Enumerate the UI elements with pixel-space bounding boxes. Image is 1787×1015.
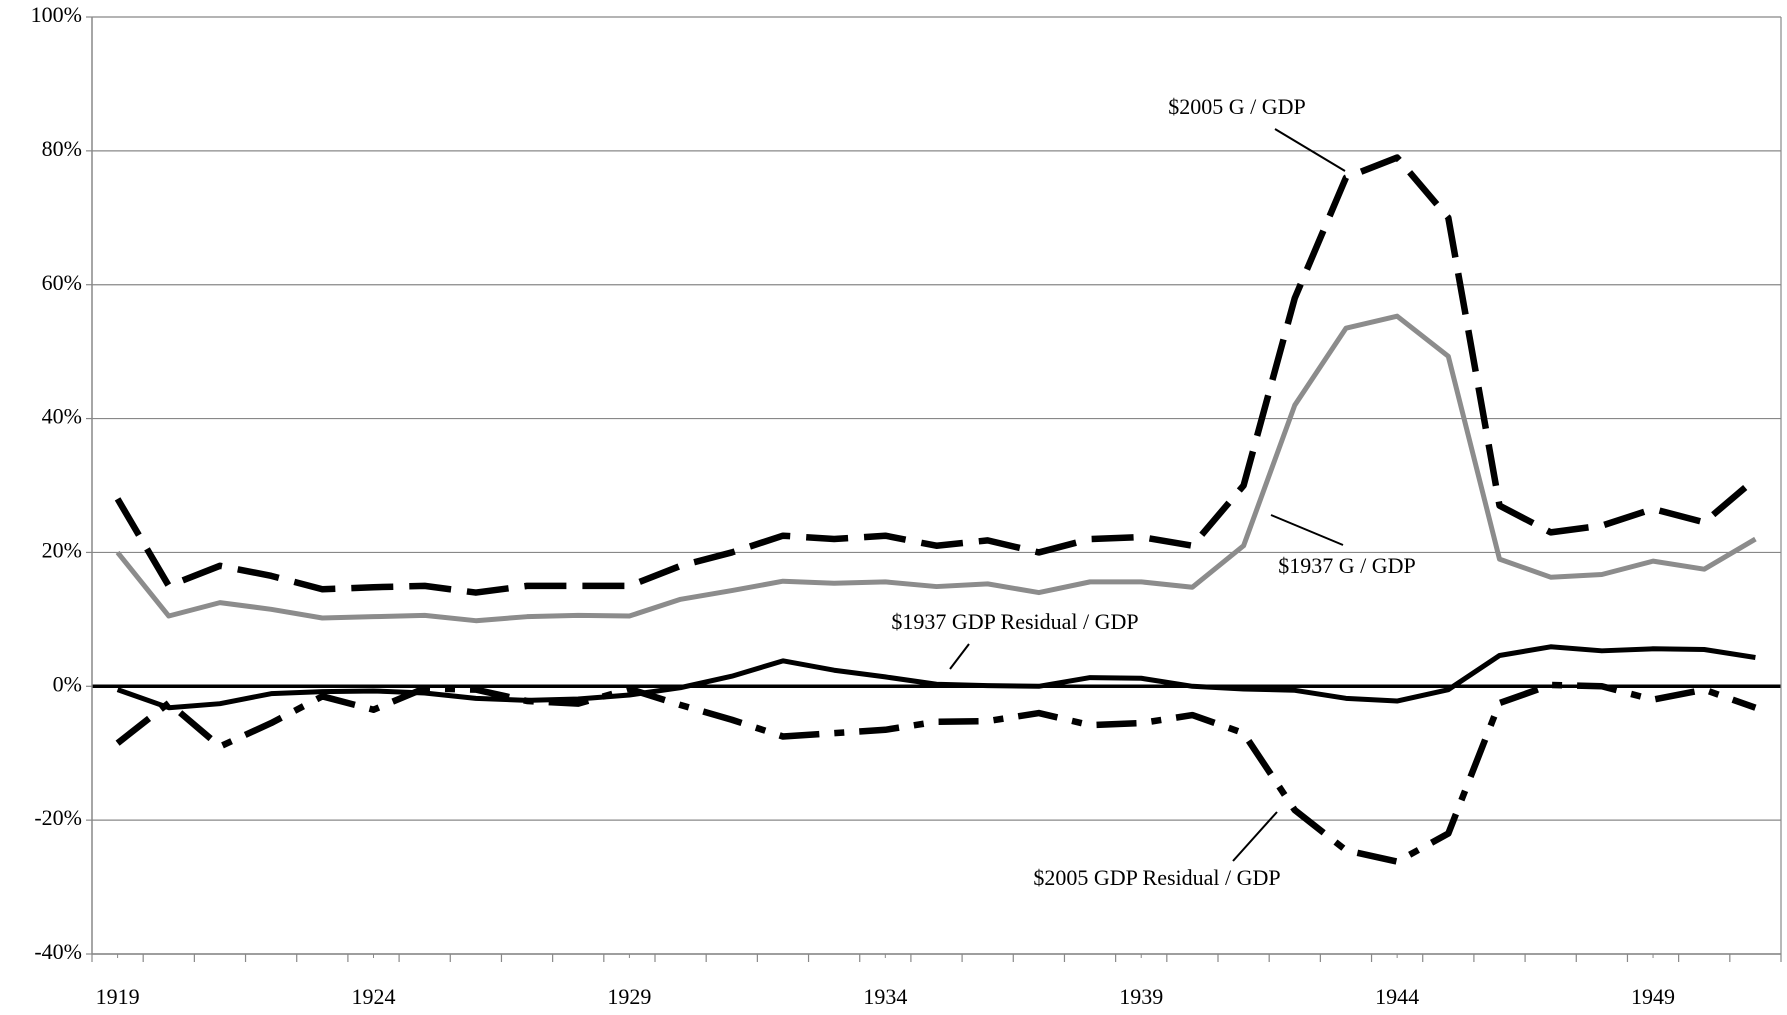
series-line	[115, 681, 1757, 865]
x-tick-label: 1929	[607, 984, 651, 1009]
y-tick-label: 60%	[42, 270, 82, 295]
series-line	[114, 154, 1758, 596]
series-line	[116, 644, 1756, 711]
series-label: $2005 G / GDP	[1168, 94, 1306, 119]
leader-line	[1270, 514, 1344, 546]
leader-line	[1274, 128, 1346, 172]
x-tick-label: 1949	[1631, 984, 1675, 1009]
x-tick-label: 1939	[1119, 984, 1163, 1009]
series-line	[115, 313, 1757, 624]
series-label: $1937 GDP Residual / GDP	[891, 609, 1138, 634]
series-label: $2005 GDP Residual / GDP	[1033, 865, 1280, 890]
series-label: $1937 G / GDP	[1278, 553, 1416, 578]
y-tick-label: -40%	[34, 939, 82, 964]
x-tick-label: 1924	[352, 984, 396, 1009]
y-tick-label: 80%	[42, 136, 82, 161]
y-tick-label: 100%	[31, 2, 82, 27]
x-tick-label: 1944	[1375, 984, 1419, 1009]
x-tick-label: 1934	[863, 984, 907, 1009]
y-tick-label: 0%	[53, 671, 82, 696]
x-tick-label: 1919	[96, 984, 140, 1009]
y-tick-label: 20%	[42, 537, 82, 562]
leader-line	[1232, 811, 1278, 862]
y-tick-label: 40%	[42, 404, 82, 429]
leader-line	[949, 643, 970, 670]
y-tick-label: -20%	[34, 805, 82, 830]
